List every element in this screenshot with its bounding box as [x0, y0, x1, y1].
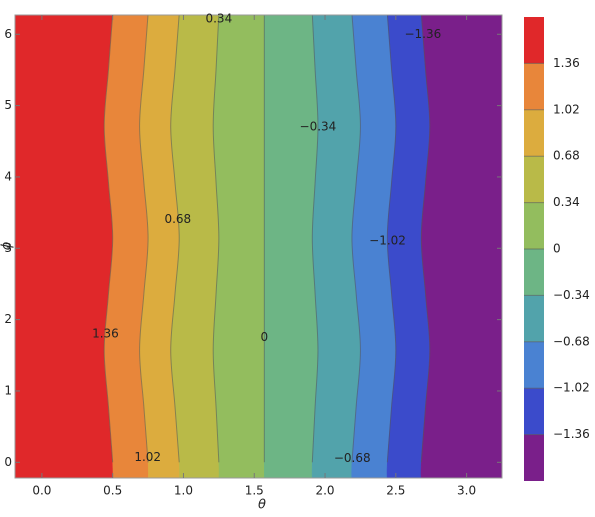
- contour-band: [212, 15, 265, 478]
- x-tick-label: 2.0: [315, 484, 334, 498]
- y-tick-label: 2: [4, 312, 12, 326]
- colorbar-band: [524, 434, 544, 481]
- plot-area: [15, 15, 502, 478]
- x-tick-label: 3.0: [457, 484, 476, 498]
- colorbar-tick-label: 0: [553, 242, 561, 256]
- y-tick-label: 3: [4, 241, 12, 255]
- contour-label: 0.68: [164, 212, 191, 226]
- colorbar-band: [524, 341, 544, 389]
- contour-label: 1.02: [134, 450, 161, 464]
- contour-label: −0.68: [334, 451, 371, 465]
- contour-line: [212, 15, 220, 463]
- x-tick-label: 2.5: [386, 484, 405, 498]
- x-tick-label: 1.0: [174, 484, 193, 498]
- contour-band: [264, 15, 319, 478]
- x-tick-label: 0.5: [103, 484, 122, 498]
- x-tick-label: 1.5: [245, 484, 264, 498]
- contour-label: −0.34: [300, 120, 337, 134]
- colorbar-band: [524, 109, 544, 157]
- contour-line: [420, 15, 431, 463]
- contour-line: [103, 15, 114, 463]
- contour-band: [15, 15, 114, 478]
- y-tick-label: 6: [4, 27, 12, 41]
- contour-line: [139, 15, 149, 463]
- contour-line: [311, 15, 319, 463]
- colorbar-band: [524, 202, 544, 249]
- y-tick-label: 4: [4, 169, 12, 183]
- contour-label: −1.02: [369, 234, 406, 248]
- colorbar-tick-label: −0.68: [553, 334, 590, 348]
- y-tick-label: 1: [4, 383, 12, 397]
- contour-label: 0: [260, 330, 268, 344]
- contour-band: [420, 15, 502, 478]
- colorbar-tick-label: 0.68: [553, 149, 580, 163]
- colorbar-band: [524, 388, 544, 435]
- colorbar-band: [524, 156, 544, 203]
- contour-label: 1.36: [92, 326, 119, 340]
- colorbar-tick-label: 0.34: [553, 195, 580, 209]
- y-tick-label: 0: [4, 455, 12, 469]
- y-tick-label: 5: [4, 98, 12, 112]
- colorbar-band: [524, 63, 544, 110]
- contour-line: [386, 15, 397, 463]
- colorbar-tick-label: 1.36: [553, 56, 580, 70]
- colorbar-tick-label: −1.02: [553, 381, 590, 395]
- plot-frame: [14, 14, 503, 479]
- colorbar-band: [524, 295, 544, 342]
- x-tick-label: 0.0: [32, 484, 51, 498]
- colorbar-tick-label: −1.36: [553, 427, 590, 441]
- colorbar-tick-label: −0.34: [553, 288, 590, 302]
- contour-label: 0.34: [205, 12, 232, 26]
- colorbar-tick-label: 1.02: [553, 102, 580, 116]
- contour-label: −1.36: [404, 27, 441, 41]
- colorbar-band: [524, 249, 544, 296]
- y-axis-label: ϕ: [0, 241, 15, 250]
- contour-line: [351, 15, 361, 463]
- x-axis-label: θ: [258, 498, 266, 513]
- contour-line: [170, 15, 180, 463]
- colorbar-band: [524, 17, 544, 64]
